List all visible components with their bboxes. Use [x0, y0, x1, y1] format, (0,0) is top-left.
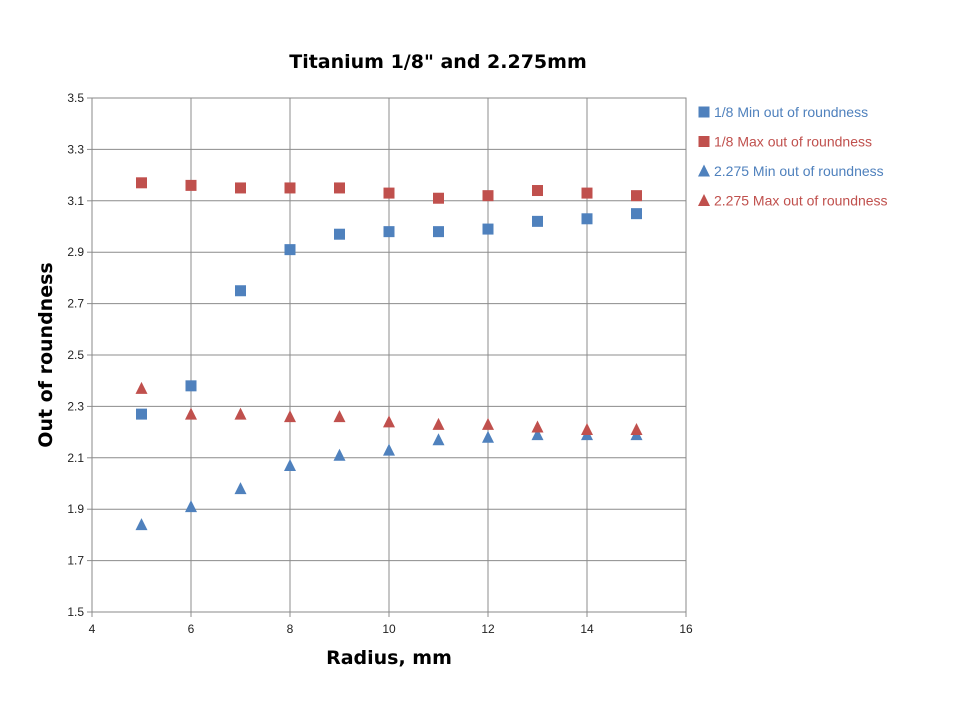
x-tick-label: 12 — [481, 622, 495, 636]
data-point — [581, 213, 593, 225]
data-point — [284, 182, 296, 194]
data-point — [531, 420, 544, 433]
data-point — [383, 415, 395, 428]
y-tick-label: 2.1 — [67, 451, 84, 465]
y-tick-label: 1.5 — [67, 605, 84, 619]
data-point — [334, 182, 345, 194]
x-tick-label: 4 — [89, 622, 96, 636]
y-tick-label: 2.9 — [67, 245, 84, 259]
y-tick-label: 3.5 — [67, 91, 84, 105]
data-point — [284, 244, 296, 256]
legend-marker — [698, 136, 710, 147]
data-point — [185, 500, 197, 513]
data-point — [235, 182, 246, 194]
x-tick-label: 8 — [287, 622, 294, 636]
legend-label: 1/8 Max out of roundness — [714, 134, 872, 150]
series-1-8-min-out-of-roundness — [136, 208, 642, 420]
y-tick-label: 1.7 — [67, 554, 84, 568]
data-point — [432, 417, 445, 430]
legend-label: 2.275 Min out of roundness — [714, 163, 884, 179]
series-2-275-min-out-of-roundness — [135, 428, 643, 531]
data-point — [333, 410, 346, 423]
data-point — [383, 443, 395, 456]
data-point — [185, 380, 197, 392]
axis-ticks: 1.5 1.7 1.9 2.1 2.3 2.5 2.7 2.9 3.1 3.3 3.5 4 6 8 10 12… — [67, 91, 693, 636]
data-point — [631, 190, 642, 202]
data-point — [630, 423, 643, 436]
series-2-275-max-out-of-roundness — [135, 381, 643, 436]
legend-marker — [698, 194, 710, 206]
data-point — [433, 192, 444, 204]
series-1-8-max-out-of-roundness — [136, 177, 642, 204]
data-point — [581, 423, 593, 436]
legend-item: 1/8 Max out of roundness — [698, 134, 872, 150]
data-point — [432, 433, 445, 446]
data-point — [531, 428, 544, 441]
data-point — [136, 177, 147, 189]
data-point — [383, 187, 395, 199]
legend-label: 1/8 Min out of roundness — [714, 104, 868, 120]
legend-label: 2.275 Max out of roundness — [714, 193, 888, 209]
y-tick-label: 3.3 — [67, 142, 84, 156]
data-points — [135, 177, 643, 531]
data-point — [482, 223, 494, 235]
y-tick-label: 2.5 — [67, 348, 84, 362]
data-point — [333, 448, 346, 461]
data-point — [234, 407, 247, 420]
legend-item: 2.275 Max out of roundness — [698, 193, 888, 209]
data-point — [235, 285, 246, 297]
data-point — [284, 410, 296, 423]
legend-marker — [698, 164, 710, 177]
data-point — [581, 187, 593, 199]
grid — [91, 97, 687, 613]
data-point — [433, 226, 444, 238]
data-point — [631, 208, 642, 220]
data-point — [135, 381, 148, 394]
legend: 1/8 Min out of roundness 1/8 Max out of r… — [698, 104, 888, 209]
data-point — [482, 417, 494, 430]
legend-item: 2.275 Min out of roundness — [698, 163, 884, 179]
legend-item: 1/8 Min out of roundness — [698, 104, 868, 120]
data-point — [185, 179, 197, 191]
data-point — [234, 482, 247, 495]
x-tick-label: 14 — [580, 622, 594, 636]
data-point — [532, 185, 543, 197]
chart-title: Titanium 1/8" and 2.275mm — [289, 51, 587, 73]
x-tick-label: 10 — [382, 622, 396, 636]
data-point — [185, 407, 197, 420]
legend-marker — [698, 106, 710, 118]
x-tick-label: 16 — [679, 622, 693, 636]
data-point — [284, 459, 296, 472]
data-point — [334, 228, 345, 240]
data-point — [136, 408, 147, 420]
x-tick-label: 6 — [188, 622, 195, 636]
y-tick-label: 3.1 — [67, 194, 84, 208]
y-tick-label: 2.3 — [67, 399, 84, 413]
data-point — [482, 430, 494, 443]
y-axis-title: Out of roundness — [35, 262, 57, 447]
data-point — [383, 226, 395, 238]
data-point — [482, 190, 494, 202]
data-point — [135, 518, 148, 531]
data-point — [532, 215, 543, 227]
x-axis-title: Radius, mm — [326, 647, 452, 669]
y-tick-label: 2.7 — [67, 297, 84, 311]
y-tick-label: 1.9 — [67, 502, 84, 516]
